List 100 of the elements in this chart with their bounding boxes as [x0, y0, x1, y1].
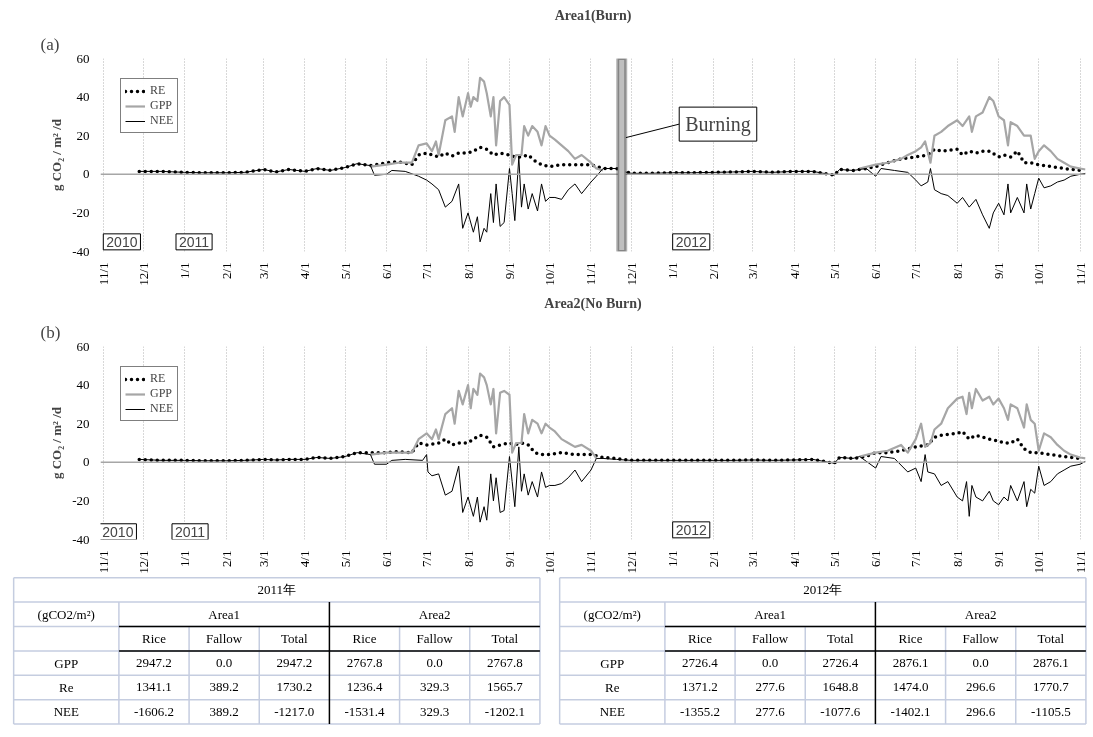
y-tick-label: 0: [83, 454, 90, 470]
x-tick-label: 9/1: [991, 550, 1007, 568]
text: -1105.5: [1031, 703, 1071, 719]
text: 2876.1: [1032, 655, 1069, 671]
text: 277.6: [755, 703, 786, 719]
text: 2012年: [803, 582, 843, 598]
x-tick-label: 11/1: [95, 262, 111, 286]
x-tick-label: 4/1: [786, 262, 802, 280]
x-tick-label: 5/1: [337, 550, 353, 568]
x-tick-label: 8/1: [949, 550, 965, 568]
text: -1355.2: [679, 703, 721, 719]
x-tick-label: 9/1: [501, 550, 517, 568]
annotation: 2011: [179, 233, 210, 250]
text: 1648.8: [822, 679, 859, 695]
x-tick-label: 10/1: [1031, 550, 1047, 574]
annotation: 2011: [174, 523, 206, 540]
text: 329.3: [420, 679, 450, 695]
x-tick-label: 9/1: [991, 262, 1007, 280]
text: Rice: [142, 631, 167, 647]
x-tick-label: 7/1: [419, 550, 435, 568]
x-tick-label: 8/1: [949, 262, 965, 280]
text: Total: [1037, 631, 1065, 647]
x-tick-label: 6/1: [868, 550, 884, 568]
text: Total: [827, 631, 854, 647]
x-tick-label: 4/1: [786, 550, 802, 568]
y-tick-label: 40: [76, 89, 90, 105]
y-tick-label: 60: [76, 338, 90, 354]
text: Re: [59, 679, 74, 695]
text: Area1: [208, 606, 241, 622]
x-tick-label: 11/1: [1072, 262, 1088, 286]
text: 1371.2: [682, 679, 718, 695]
text: Fallow: [962, 631, 1000, 647]
x-tick-label: 8/1: [460, 550, 476, 568]
x-tick-label: 2/1: [706, 550, 722, 568]
text: Rice: [352, 631, 377, 647]
y-tick-label: 20: [76, 127, 90, 143]
text: -1217.0: [274, 703, 315, 719]
text: 2726.4: [682, 655, 719, 671]
text: Re: [605, 679, 620, 695]
text: NEE: [53, 704, 79, 720]
text: Rice: [688, 631, 713, 647]
text: 389.2: [209, 703, 239, 719]
x-tick-label: 3/1: [745, 262, 761, 280]
y-tick-label: 60: [76, 50, 90, 66]
text: Fallow: [416, 631, 454, 647]
text: 1565.7: [486, 679, 524, 695]
annotation: 2010: [102, 523, 134, 540]
text: 2876.1: [892, 655, 929, 671]
legend-label: RE: [150, 83, 167, 98]
text: -1531.4: [344, 703, 386, 719]
text: -1606.2: [133, 703, 175, 719]
y-tick-label: -20: [72, 204, 90, 220]
text: (gCO2/m²): [583, 606, 641, 622]
x-tick-label: 5/1: [826, 550, 842, 568]
x-tick-label: 6/1: [379, 550, 395, 568]
text: 0.0: [762, 655, 779, 671]
text: 1730.2: [276, 679, 313, 695]
x-tick-label: 4/1: [297, 262, 313, 280]
legend-label: NEE: [150, 401, 174, 416]
text: Rice: [898, 631, 923, 647]
x-tick-label: 2/1: [706, 262, 722, 280]
text: 0.0: [426, 655, 443, 671]
x-tick-label: 12/1: [135, 262, 151, 286]
chart-title: Area2(No Burn): [544, 295, 643, 312]
text: Fallow: [752, 631, 789, 647]
chart-title: Area1(Burn): [554, 7, 632, 24]
text: 389.2: [209, 679, 239, 695]
annotation: 2012: [675, 521, 708, 538]
x-tick-label: 1/1: [665, 550, 681, 568]
x-tick-label: 2/1: [218, 262, 234, 280]
text: 329.3: [420, 703, 450, 719]
x-tick-label: 8/1: [460, 262, 476, 280]
x-tick-label: 6/1: [379, 262, 395, 280]
y-tick-label: -40: [72, 531, 90, 547]
text: 1236.4: [346, 679, 383, 695]
y-tick-label: -40: [72, 243, 90, 259]
text: 2767.8: [346, 655, 383, 671]
text: GPP: [54, 655, 79, 671]
text: 2726.4: [822, 655, 859, 671]
y-tick-label: -20: [72, 492, 90, 508]
x-tick-label: 10/1: [1031, 262, 1047, 286]
text: -1402.1: [890, 703, 931, 719]
text: -1077.6: [820, 703, 861, 719]
text: 2011年: [257, 582, 297, 598]
legend-label: RE: [150, 371, 167, 386]
x-tick-label: 9/1: [501, 262, 517, 280]
x-tick-label: 3/1: [256, 262, 272, 280]
x-tick-label: 12/1: [135, 550, 151, 574]
x-tick-label: 1/1: [177, 550, 193, 568]
text: GPP: [600, 655, 625, 671]
text: 296.6: [966, 679, 996, 695]
x-tick-label: 12/1: [623, 550, 639, 574]
text: -1202.1: [484, 703, 525, 719]
text: 2947.2: [136, 655, 172, 671]
text: Area2: [418, 606, 451, 622]
text: (b): [40, 322, 61, 342]
x-tick-label: 4/1: [297, 550, 313, 568]
y-tick-label: 20: [76, 415, 90, 431]
legend-label: GPP: [150, 98, 173, 113]
x-tick-label: 12/1: [623, 262, 639, 286]
